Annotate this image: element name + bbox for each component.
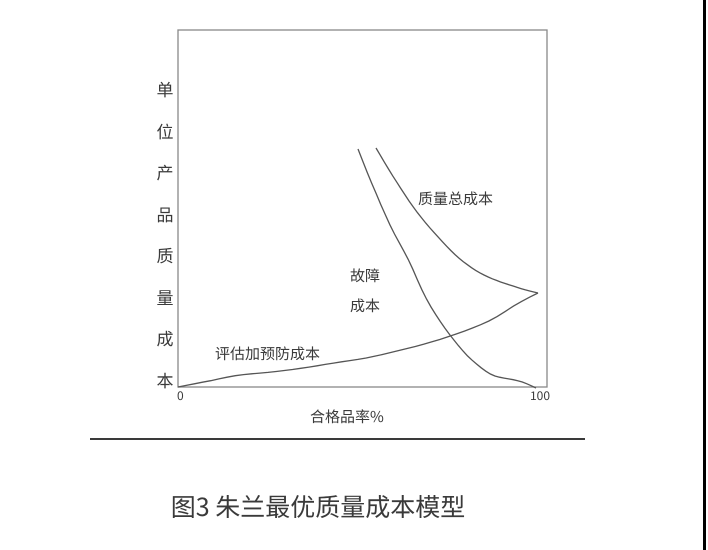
svg-text:合格品率%: 合格品率%: [310, 406, 384, 427]
svg-text:质量总成本: 质量总成本: [418, 188, 493, 209]
svg-text:评估加预防成本: 评估加预防成本: [215, 343, 320, 364]
svg-text:0: 0: [177, 387, 184, 404]
svg-text:成本: 成本: [350, 295, 380, 316]
svg-text:100: 100: [530, 387, 550, 404]
svg-text:故障: 故障: [350, 265, 380, 286]
